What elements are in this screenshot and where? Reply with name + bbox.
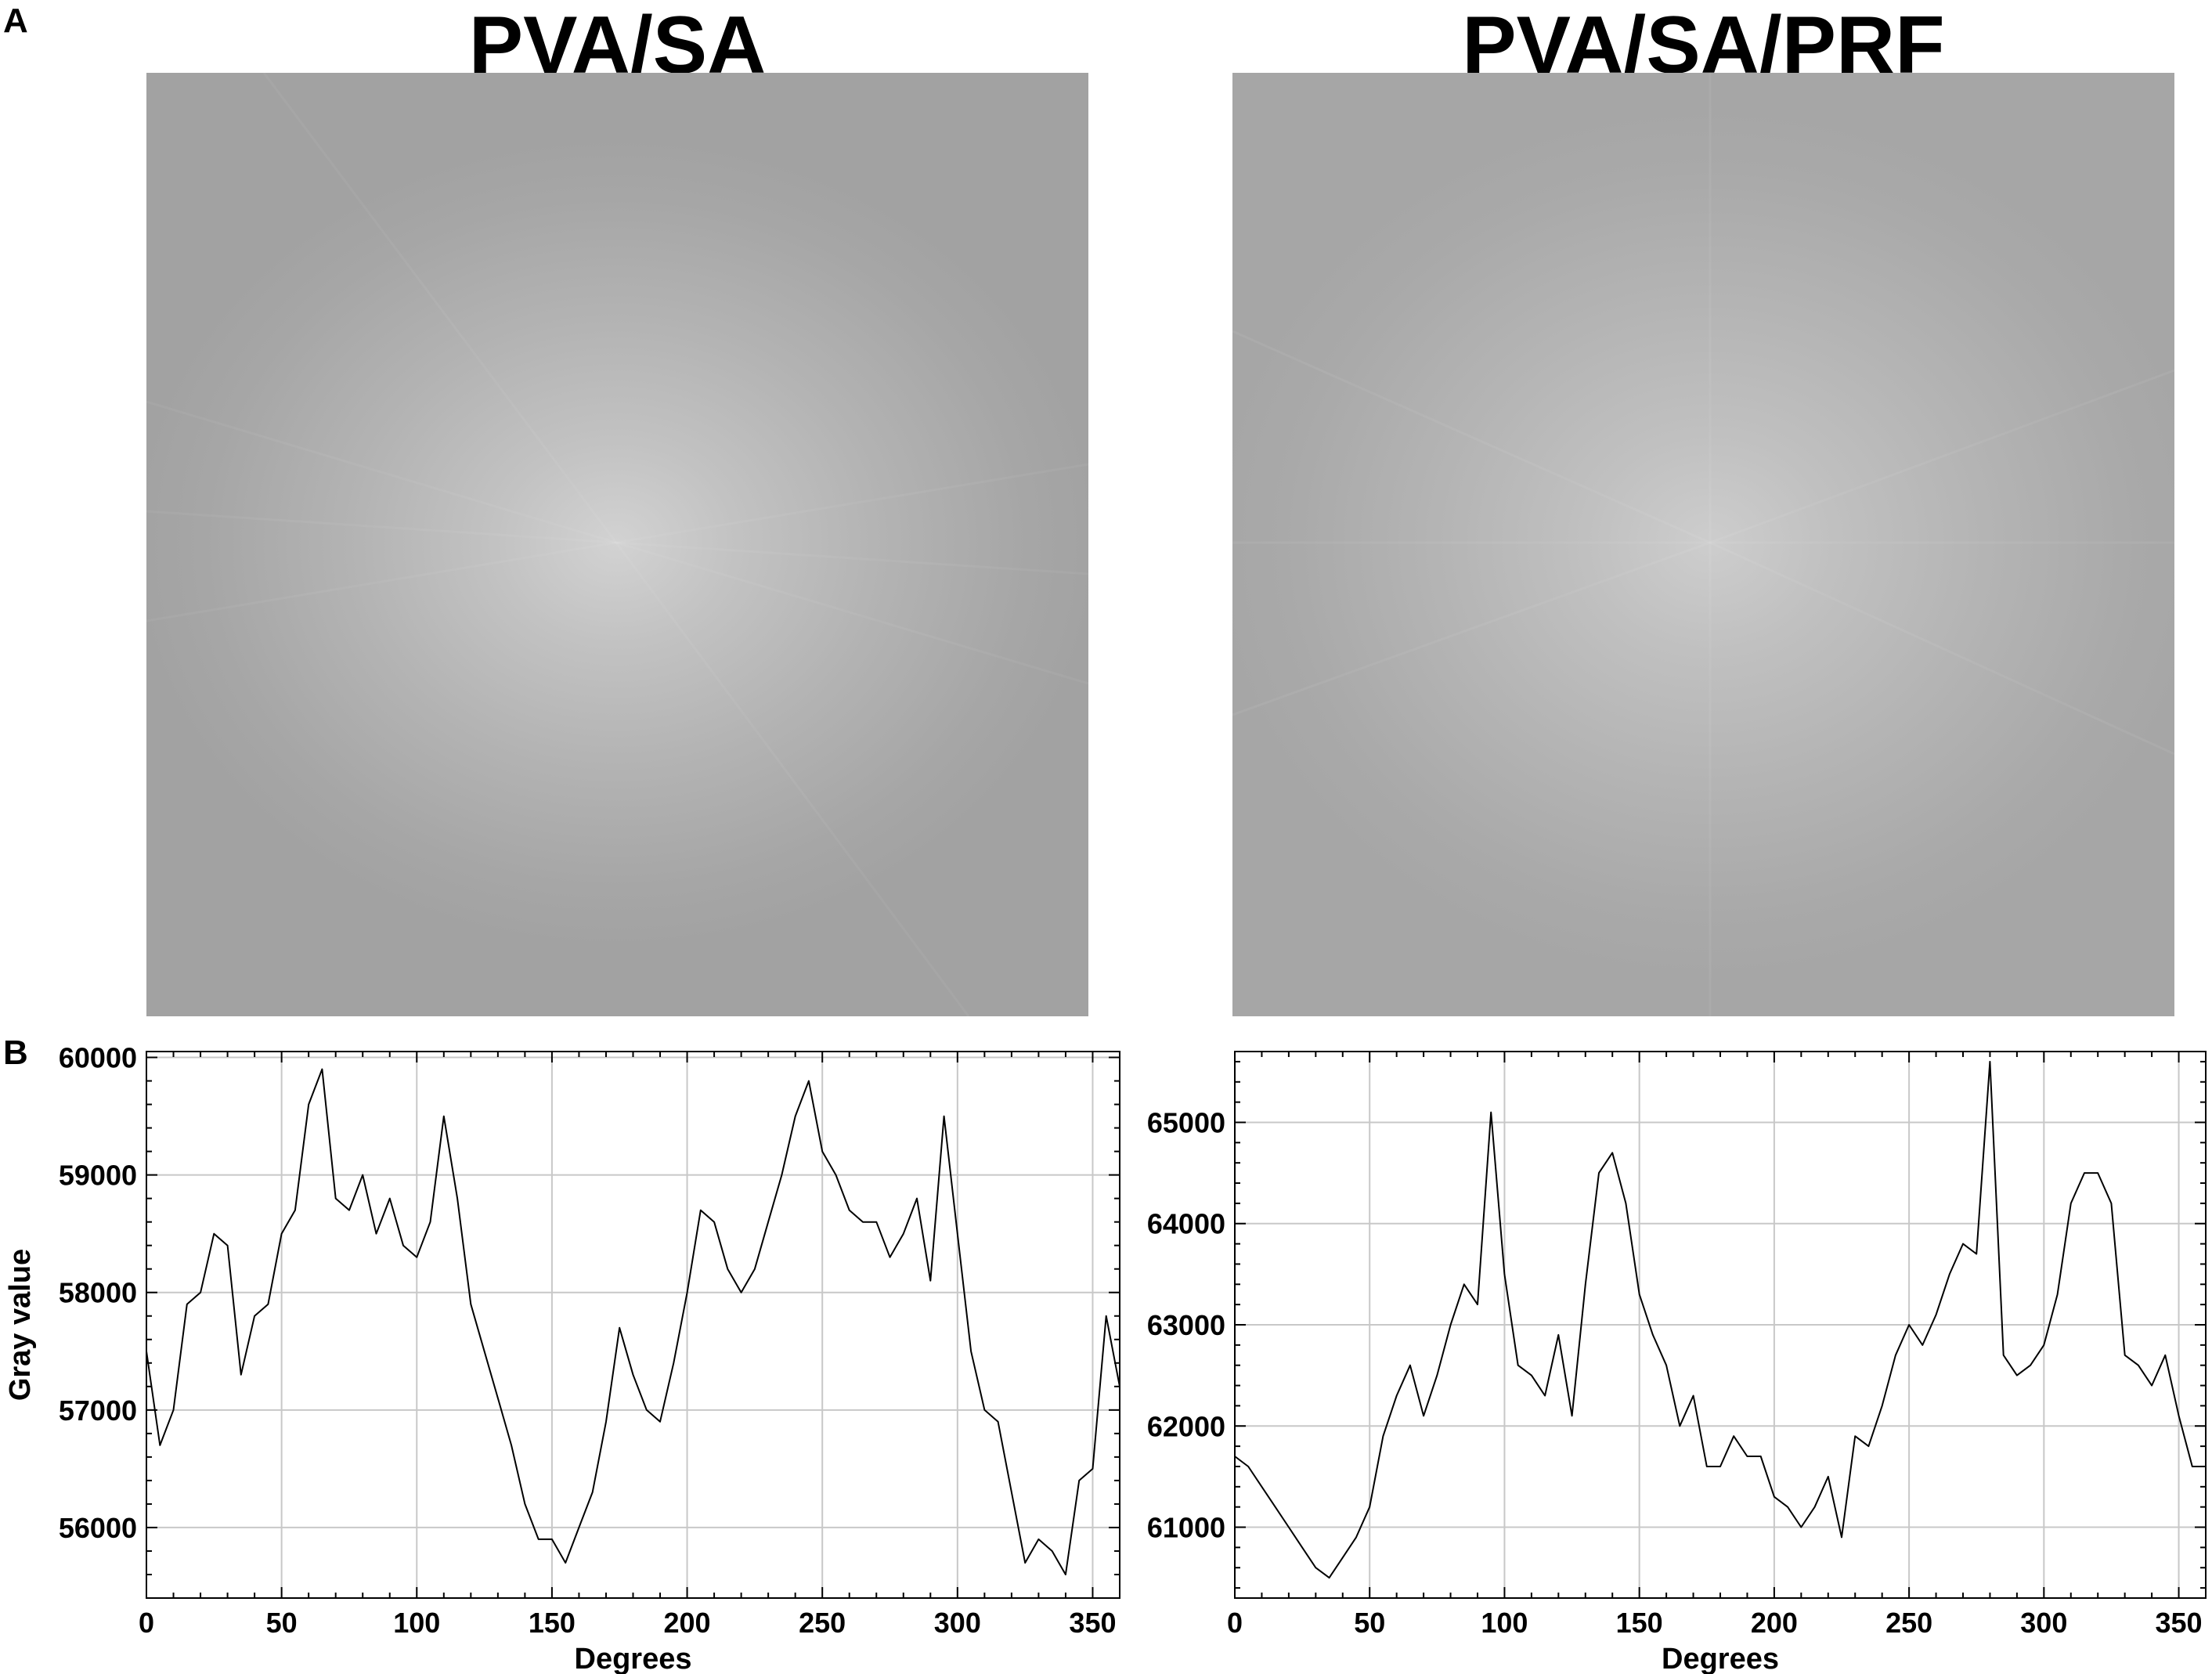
chart-left-ytick-label-1: 57000: [59, 1394, 137, 1427]
chart-left-xtick-label-7: 350: [1069, 1607, 1116, 1639]
chart-left-frame: [146, 1051, 1120, 1599]
chart-left-xtick-label-4: 200: [664, 1607, 711, 1639]
chart-right-xtick-label-1: 50: [1354, 1607, 1385, 1639]
chart-left-xtick-label-3: 150: [529, 1607, 576, 1639]
chart-right-xtick-label-0: 0: [1227, 1607, 1243, 1639]
chart-right-ytick-label-1: 62000: [1147, 1410, 1225, 1442]
chart-right-xtick-label-4: 200: [1751, 1607, 1798, 1639]
panel-label-a: A: [3, 2, 28, 40]
fft-image-left: [146, 73, 1088, 1016]
chart-left-xtick-label-5: 250: [799, 1607, 846, 1639]
chart-right-xtick-label-7: 350: [2156, 1607, 2203, 1639]
chart-left-ytick-label-2: 58000: [59, 1277, 137, 1309]
chart-left-xtick-label-1: 50: [266, 1607, 298, 1639]
chart-right-ytick-label-0: 61000: [1147, 1512, 1225, 1544]
chart-left-ylabel: Gray value: [4, 1249, 37, 1401]
chart-left-ytick-label-3: 59000: [59, 1160, 137, 1192]
chart-right-ytick-label-3: 64000: [1147, 1208, 1225, 1240]
chart-left-ytick-label-4: 60000: [59, 1042, 137, 1074]
chart-right-xtick-label-6: 300: [2020, 1607, 2067, 1639]
chart-right-frame: [1234, 1051, 2207, 1599]
image-title-left: PVA/SA: [468, 0, 767, 91]
chart-left-series-line: [146, 1068, 1120, 1575]
chart-right-xtick-label-5: 250: [1885, 1607, 1932, 1639]
chart-left-xtick-label-0: 0: [139, 1607, 154, 1639]
panel-label-b: B: [3, 1034, 28, 1072]
chart-right-xtick-label-2: 100: [1481, 1607, 1528, 1639]
chart-left-xtick-label-2: 100: [393, 1607, 440, 1639]
fft-image-right: [1232, 73, 2174, 1016]
chart-right-ytick-label-2: 63000: [1147, 1309, 1225, 1341]
chart-left-ytick-label-0: 56000: [59, 1512, 137, 1544]
chart-right-xlabel: Degrees: [1662, 1643, 1779, 1674]
chart-right-ytick-label-4: 65000: [1147, 1106, 1225, 1138]
chart-left-xlabel: Degrees: [575, 1643, 692, 1674]
image-title-right: PVA/SA/PRF: [1462, 0, 1945, 91]
chart-left-xtick-label-6: 300: [934, 1607, 981, 1639]
fft-image-right-rays: [1232, 73, 2174, 1016]
fft-image-left-rays: [146, 73, 1088, 1016]
chart-right-series-line: [1234, 1060, 2206, 1579]
chart-right-xtick-label-3: 150: [1616, 1607, 1663, 1639]
